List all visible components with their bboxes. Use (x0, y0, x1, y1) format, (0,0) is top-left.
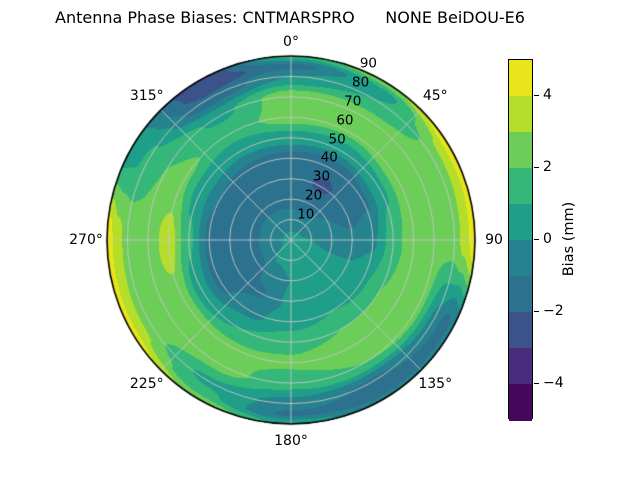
r-tick-label-20: 20 (305, 187, 323, 204)
colorbar-segment (509, 168, 532, 205)
colorbar-tick-mark (534, 311, 539, 312)
theta-tick-label-225: 225° (129, 376, 164, 393)
colorbar-axis-label: Bias (mm) (561, 201, 577, 277)
colorbar-segment (509, 204, 532, 241)
colorbar-tick-label-0: 0 (543, 231, 552, 247)
colorbar-segment (509, 240, 532, 277)
theta-tick-label-90: 90 (485, 232, 503, 248)
r-tick-label-70: 70 (344, 93, 362, 110)
theta-tick-label-315: 315° (129, 87, 164, 104)
theta-tick-label-135: 135° (418, 376, 453, 393)
colorbar-tick-label-2: 2 (543, 159, 552, 175)
theta-tick-label-45: 45° (422, 87, 448, 104)
colorbar-segment (509, 132, 532, 169)
colorbar-tick-label-4: 4 (543, 87, 552, 103)
chart-title: Antenna Phase Biases: CNTMARSPRO NONE Be… (55, 8, 525, 27)
colorbar-tick-mark (534, 95, 539, 96)
colorbar-segment (509, 384, 532, 421)
r-tick-label-80: 80 (351, 74, 370, 91)
colorbar (508, 59, 533, 421)
r-tick-label-40: 40 (320, 149, 338, 166)
theta-tick-label-180: 180° (274, 433, 308, 449)
theta-tick-label-270: 270° (69, 232, 103, 248)
r-tick-label-10: 10 (297, 206, 315, 223)
r-tick-label-30: 30 (312, 168, 331, 185)
r-tick-label-90: 90 (359, 55, 377, 72)
colorbar-segment (509, 96, 532, 133)
colorbar-tick-mark (534, 167, 539, 168)
colorbar-segment (509, 312, 532, 349)
theta-tick-label-0: 0° (283, 34, 299, 50)
colorbar-segment (509, 60, 532, 97)
r-tick-label-60: 60 (336, 111, 354, 128)
colorbar-segment (509, 348, 532, 385)
colorbar-tick-mark (534, 239, 539, 240)
colorbar-tick-label--4: −4 (543, 375, 564, 391)
colorbar-tick-mark (534, 383, 539, 384)
r-tick-label-50: 50 (328, 130, 346, 147)
colorbar-tick-label--2: −2 (543, 303, 564, 319)
colorbar-segment (509, 276, 532, 313)
